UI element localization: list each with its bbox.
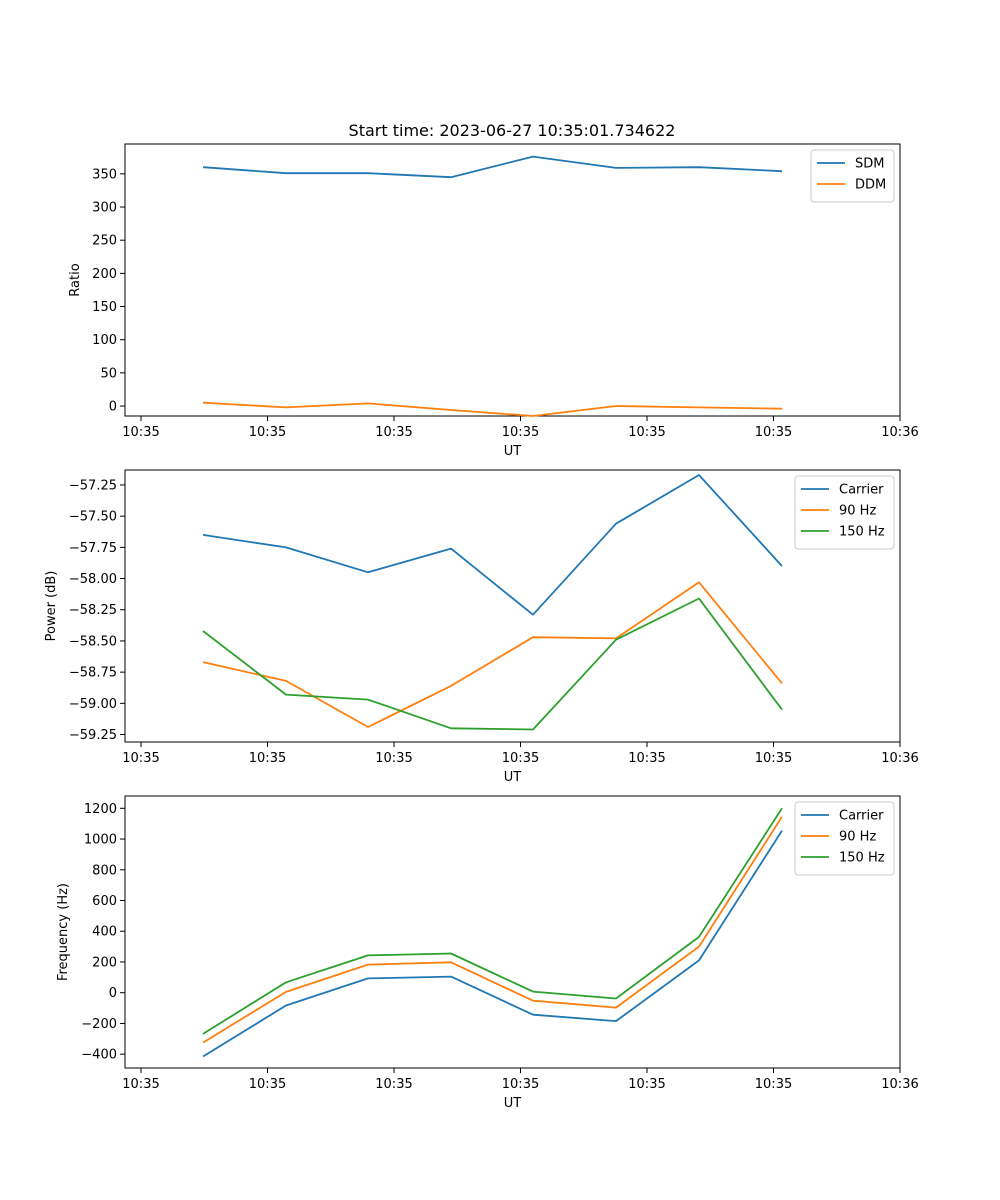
y-tick-label: 50	[100, 366, 117, 381]
x-tick-label: 10:35	[375, 425, 412, 440]
x-tick-label: 10:35	[502, 751, 539, 766]
y-tick-label: 800	[92, 863, 117, 878]
x-tick-label: 10:36	[881, 425, 918, 440]
y-axis-label: Frequency (Hz)	[56, 883, 71, 981]
panel-2: 10:35 10:35 10:35 10:35 10:35 10:35 10:36 −59.2…	[44, 469, 919, 785]
series-line-90-hz	[202, 816, 783, 1044]
y-tick-label: 150	[92, 300, 117, 315]
y-tick-label: −59.25	[69, 728, 117, 743]
x-axis-label: UT	[504, 770, 522, 785]
x-tick-label: 10:35	[628, 1077, 665, 1092]
x-tick-label: 10:35	[249, 1077, 286, 1092]
y-tick-label: −57.75	[69, 541, 117, 556]
y-tick-label: −57.25	[69, 478, 117, 493]
y-tick-label: 350	[92, 167, 117, 182]
x-tick-label: 10:35	[122, 425, 159, 440]
y-tick-label: −57.50	[69, 510, 117, 525]
legend-entry: 90 Hz	[839, 830, 876, 845]
x-tick-label: 10:35	[122, 751, 159, 766]
panel-1: 10:35 10:35 10:35 10:35 10:35 10:35 10:36 0 50 10…	[68, 143, 919, 459]
x-tick-label: 10:35	[375, 1077, 412, 1092]
y-tick-label: −58.00	[69, 572, 117, 587]
x-tick-label: 10:35	[249, 425, 286, 440]
legend-entry: SDM	[855, 157, 884, 172]
y-tick-label: 600	[92, 894, 117, 909]
x-tick-label: 10:36	[881, 751, 918, 766]
x-axis-label: UT	[504, 444, 522, 459]
y-tick-label: 0	[109, 986, 117, 1001]
x-tick-label: 10:35	[502, 1077, 539, 1092]
x-tick-label: 10:36	[881, 1077, 918, 1092]
series-line-carrier	[202, 830, 783, 1058]
y-tick-label: −58.50	[69, 634, 117, 649]
y-tick-label: 200	[92, 955, 117, 970]
series-line-150-hz	[202, 597, 783, 731]
y-tick-label: −59.00	[69, 697, 117, 712]
y-tick-label: 1200	[84, 802, 117, 817]
x-tick-label: 10:35	[375, 751, 412, 766]
y-axis-label: Power (dB)	[44, 571, 59, 642]
series-line-sdm	[202, 155, 783, 179]
series-line-90-hz	[202, 581, 783, 728]
y-tick-label: −200	[81, 1017, 117, 1032]
figure-title: Start time: 2023-06-27 10:35:01.734622	[349, 121, 676, 140]
legend: Carrier 90 Hz 150 Hz	[794, 475, 895, 550]
legend: Carrier 90 Hz 150 Hz	[794, 801, 895, 876]
y-tick-label: −400	[81, 1048, 117, 1063]
series-line-ddm	[202, 401, 783, 417]
x-tick-label: 10:35	[755, 751, 792, 766]
x-tick-label: 10:35	[755, 1077, 792, 1092]
x-tick-label: 10:35	[628, 751, 665, 766]
legend: SDM DDM	[810, 149, 895, 203]
axes-frame	[124, 143, 901, 417]
y-tick-label: 1000	[84, 833, 117, 848]
y-tick-label: 400	[92, 925, 117, 940]
x-tick-label: 10:35	[502, 425, 539, 440]
legend-entry: 150 Hz	[839, 525, 885, 540]
x-tick-label: 10:35	[755, 425, 792, 440]
axes-frame	[124, 469, 901, 743]
y-tick-label: 200	[92, 267, 117, 282]
panels: 10:35 10:35 10:35 10:35 10:35 10:35 10:36 0 50 10…	[44, 143, 919, 1111]
legend-entry: DDM	[855, 178, 886, 193]
x-axis-label: UT	[504, 1096, 522, 1111]
x-tick-label: 10:35	[249, 751, 286, 766]
series-line-carrier	[202, 474, 783, 616]
legend-entry: Carrier	[839, 809, 884, 824]
x-tick-label: 10:35	[122, 1077, 159, 1092]
legend-entry: 150 Hz	[839, 851, 885, 866]
panel-3: 10:35 10:35 10:35 10:35 10:35 10:35 10:36 −400 −…	[56, 795, 919, 1111]
series-line-150-hz	[202, 807, 783, 1035]
y-tick-label: 0	[109, 400, 117, 415]
axes-frame	[124, 795, 901, 1069]
y-tick-label: 250	[92, 234, 117, 249]
y-tick-label: 300	[92, 201, 117, 216]
legend-entry: Carrier	[839, 483, 884, 498]
y-axis-label: Ratio	[68, 263, 83, 296]
y-tick-label: −58.75	[69, 666, 117, 681]
y-tick-label: 100	[92, 333, 117, 348]
y-tick-label: −58.25	[69, 603, 117, 618]
legend-entry: 90 Hz	[839, 504, 876, 519]
x-tick-label: 10:35	[628, 425, 665, 440]
